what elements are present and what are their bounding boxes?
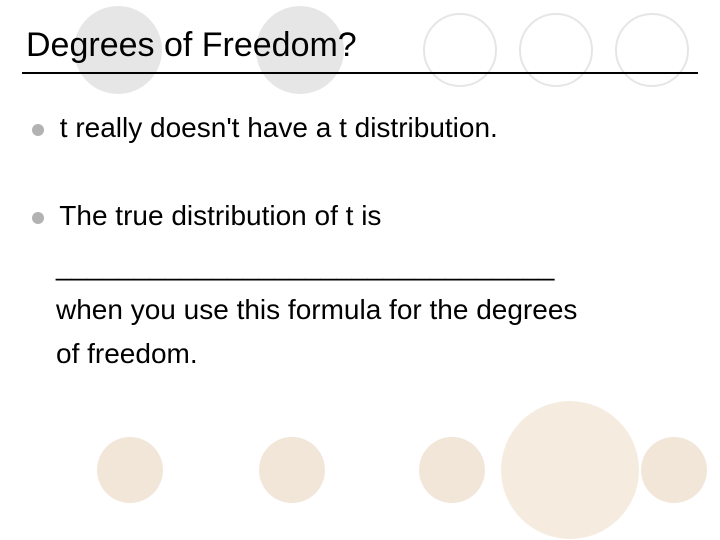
slide: Degrees of Freedom? t really doesn't hav… xyxy=(0,0,720,540)
bullet-icon xyxy=(32,212,44,224)
decor-circle-7 xyxy=(419,437,485,503)
bullet-text: The true distribution of t is xyxy=(59,200,381,231)
continuation-line-1: when you use this formula for the degree… xyxy=(56,288,577,332)
bullet-continuation: ________________________________ when yo… xyxy=(56,244,577,376)
decor-circle-8 xyxy=(501,401,639,539)
blank-line: ________________________________ xyxy=(56,244,577,288)
decor-circle-4 xyxy=(615,13,689,87)
decor-circle-2 xyxy=(423,13,497,87)
bullet-item-2: The true distribution of t is xyxy=(32,200,381,232)
continuation-line-2: of freedom. xyxy=(56,332,577,376)
title-underline xyxy=(22,72,698,74)
decor-circle-6 xyxy=(259,437,325,503)
bullet-icon xyxy=(32,124,44,136)
decor-circle-5 xyxy=(97,437,163,503)
decor-circle-3 xyxy=(519,13,593,87)
decor-circle-9 xyxy=(641,437,707,503)
slide-title: Degrees of Freedom? xyxy=(26,26,357,65)
bullet-text: t really doesn't have a t distribution. xyxy=(60,112,498,143)
bullet-item-1: t really doesn't have a t distribution. xyxy=(32,112,498,144)
